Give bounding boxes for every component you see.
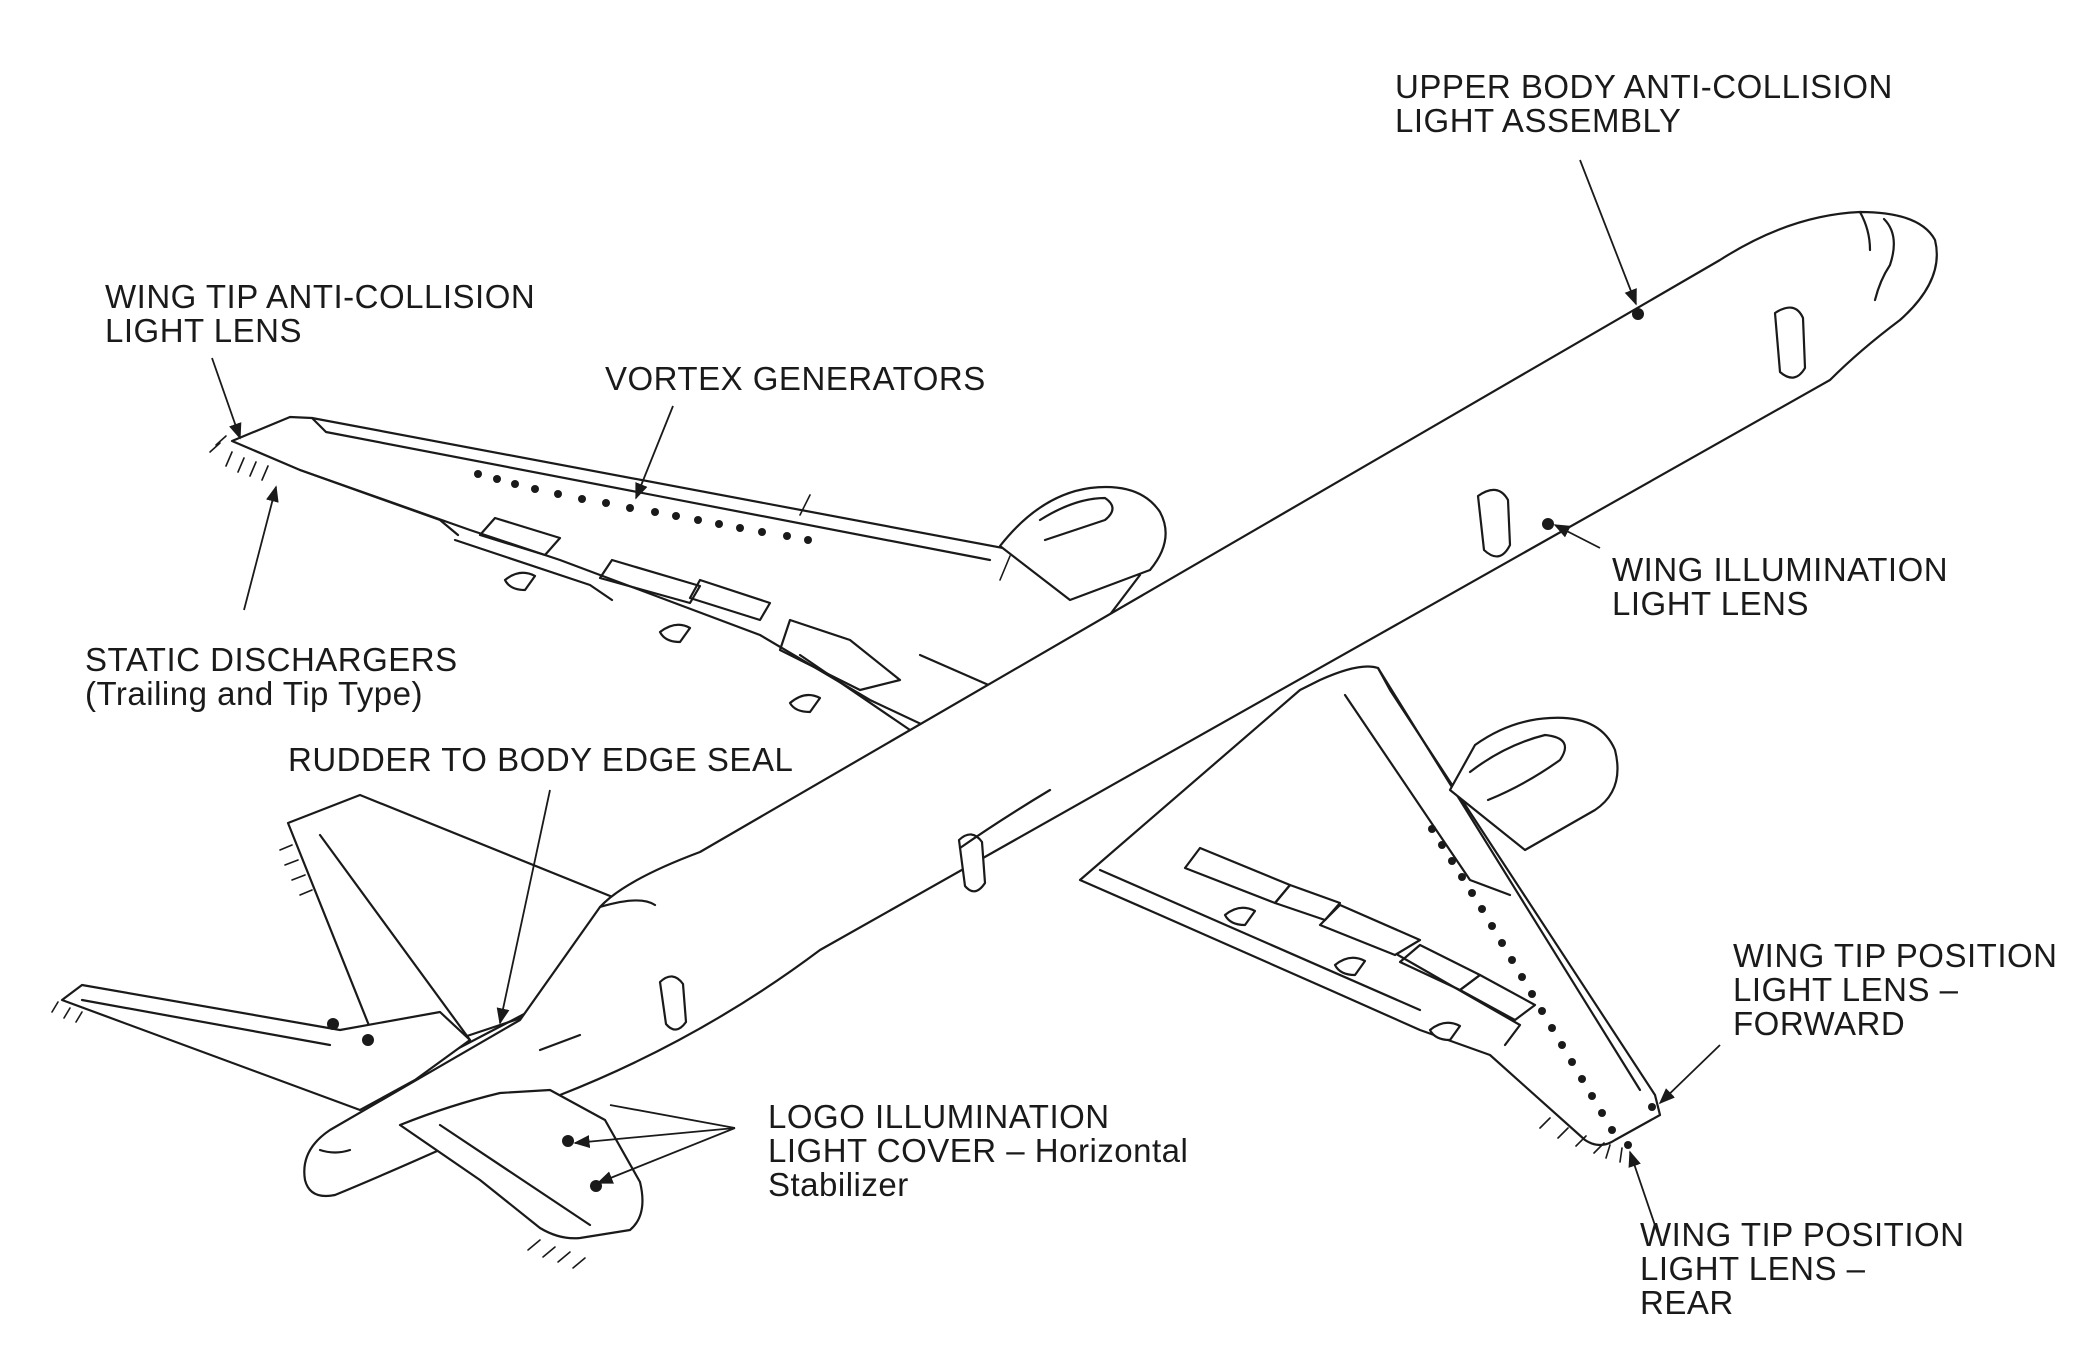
- label-vortex-generators: VORTEX GENERATORS: [605, 360, 986, 397]
- left-vortex-generators: [474, 470, 812, 544]
- left-static-dischargers: [209, 435, 269, 481]
- label-wing-tip-position-forward: WING TIP POSITION LIGHT LENS – FORWARD: [1733, 937, 2058, 1042]
- label-static-dischargers: STATIC DISCHARGERS (Trailing and Tip Typ…: [85, 641, 458, 712]
- label-logo-illumination: LOGO ILLUMINATION LIGHT COVER – Horizont…: [768, 1098, 1189, 1203]
- right-static-dischargers: [1539, 1117, 1623, 1163]
- label-rudder-seal: RUDDER TO BODY EDGE SEAL: [288, 741, 794, 778]
- left-wing: [209, 415, 1142, 750]
- right-horizontal-stabilizer: [398, 1088, 644, 1269]
- label-wing-tip-anti-collision: WING TIP ANTI-COLLISION LIGHT LENS: [105, 278, 536, 349]
- left-engine: [998, 485, 1167, 602]
- right-vortex-generators: [1428, 825, 1616, 1134]
- label-wing-illumination: WING ILLUMINATION LIGHT LENS: [1612, 551, 1949, 622]
- label-upper-body-anti-collision: UPPER BODY ANTI-COLLISION LIGHT ASSEMBLY: [1395, 68, 1893, 139]
- right-wing: [1078, 665, 1662, 1163]
- label-wing-tip-position-rear: WING TIP POSITION LIGHT LENS – REAR: [1640, 1216, 1965, 1321]
- left-horizontal-stabilizer: [51, 983, 472, 1112]
- leader-lines: [211, 159, 1721, 1241]
- fuselage: [303, 210, 1938, 1198]
- right-engine: [1448, 716, 1619, 852]
